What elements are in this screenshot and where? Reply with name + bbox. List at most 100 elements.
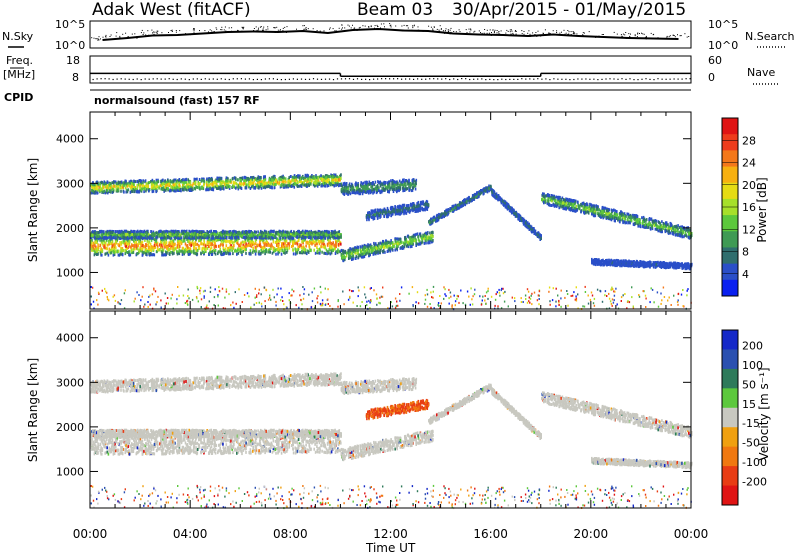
power-cell xyxy=(306,232,308,236)
power-cell xyxy=(202,230,205,234)
power-cell xyxy=(293,176,295,179)
power-cell xyxy=(195,247,197,251)
power-cell xyxy=(327,234,329,238)
n-search-point xyxy=(274,32,276,33)
n-sky-label: N.Sky xyxy=(2,30,34,43)
n-search-point xyxy=(334,30,336,32)
n-search-point xyxy=(645,38,647,40)
power-cell xyxy=(182,246,184,250)
power-cell xyxy=(168,235,171,239)
power-cell xyxy=(225,252,227,255)
power-cell xyxy=(125,179,127,183)
power-cell xyxy=(285,184,288,188)
power-cell xyxy=(93,183,96,186)
n-search-point xyxy=(510,34,512,36)
n-search-point xyxy=(140,32,142,34)
power-cell xyxy=(183,239,186,243)
power-cell xyxy=(144,249,147,253)
power-cell xyxy=(197,185,200,189)
n-search-point xyxy=(98,39,100,41)
power-cell xyxy=(327,236,329,240)
power-cell xyxy=(145,182,148,186)
power-cell xyxy=(165,180,168,184)
power-cell xyxy=(257,234,259,238)
power-cell xyxy=(291,178,294,182)
n-search-point xyxy=(153,31,155,33)
power-cell xyxy=(298,178,301,182)
n-search-point xyxy=(231,30,232,32)
power-cell xyxy=(258,252,260,256)
power-cell xyxy=(173,243,175,247)
power-cell xyxy=(282,180,285,184)
nave-point xyxy=(288,78,290,80)
n-search-point xyxy=(161,32,163,34)
power-cell xyxy=(298,180,301,184)
power-cell xyxy=(178,181,180,185)
power-cell xyxy=(169,180,172,183)
power-cell xyxy=(360,181,362,185)
power-cell xyxy=(305,240,307,244)
power-cell xyxy=(227,249,230,252)
power-cell xyxy=(143,190,145,194)
power-cell xyxy=(96,252,98,256)
power-cell xyxy=(151,190,154,194)
power-cell xyxy=(371,186,373,190)
power-cell xyxy=(292,240,295,244)
power-cell xyxy=(231,247,234,250)
n-search-point xyxy=(116,32,118,34)
power-cell xyxy=(110,242,112,246)
power-cell xyxy=(340,184,343,187)
power-cell xyxy=(170,188,173,192)
power-cell xyxy=(155,178,158,182)
power-cell xyxy=(290,235,292,239)
n-search-point xyxy=(225,30,227,32)
n-search-point xyxy=(287,31,289,33)
power-cell xyxy=(131,249,133,253)
n-search-point xyxy=(498,34,499,36)
nave-point xyxy=(96,78,98,80)
power-cell xyxy=(177,245,180,249)
power-cell xyxy=(214,244,217,248)
n-search-point xyxy=(305,29,307,30)
n-search-point xyxy=(255,26,257,28)
power-cell xyxy=(128,183,131,187)
nave-point xyxy=(421,78,423,80)
power-cell xyxy=(229,185,231,188)
nave-point xyxy=(569,79,571,81)
power-cell xyxy=(112,181,115,185)
power-cell xyxy=(241,234,244,238)
power-cell xyxy=(256,181,259,184)
power-cell xyxy=(136,245,138,249)
power-cell xyxy=(120,246,122,250)
power-cell xyxy=(314,251,317,255)
power-cell xyxy=(162,253,165,257)
nave-point xyxy=(228,78,230,81)
nave-point xyxy=(541,78,543,80)
power-cell xyxy=(243,179,245,183)
n-search-point xyxy=(286,26,288,28)
power-cell xyxy=(300,180,303,184)
power-cell xyxy=(183,181,185,185)
n-search-point xyxy=(179,30,181,32)
power-cell xyxy=(264,181,267,185)
n-search-point xyxy=(193,28,195,30)
power-cell xyxy=(333,231,335,235)
n-search-point xyxy=(190,34,192,36)
power-cell xyxy=(205,188,207,192)
power-cell xyxy=(322,241,324,245)
power-cell xyxy=(151,253,154,257)
power-cell xyxy=(163,241,166,245)
nave-point xyxy=(164,78,166,80)
n-search-point xyxy=(224,26,226,28)
n-search-point xyxy=(97,39,99,41)
power-cell xyxy=(91,238,93,242)
power-cell xyxy=(217,235,219,239)
power-cell xyxy=(257,176,260,180)
n-search-point xyxy=(253,30,255,32)
n-search-point xyxy=(274,27,276,29)
power-cell xyxy=(173,178,175,182)
power-cell xyxy=(203,240,206,244)
power-cell xyxy=(316,184,319,188)
power-cell xyxy=(117,181,120,185)
power-cell xyxy=(222,185,225,188)
